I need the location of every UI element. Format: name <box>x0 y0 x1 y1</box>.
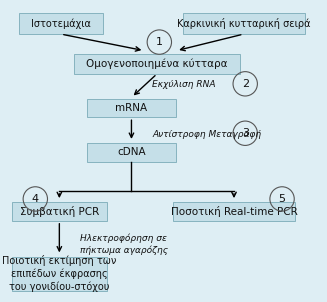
FancyBboxPatch shape <box>183 13 304 34</box>
FancyBboxPatch shape <box>87 143 176 162</box>
Text: mRNA: mRNA <box>115 103 147 113</box>
FancyBboxPatch shape <box>12 203 107 221</box>
FancyBboxPatch shape <box>12 257 107 291</box>
Text: Ομογενοποιημένα κύτταρα: Ομογενοποιημένα κύτταρα <box>86 59 228 69</box>
Text: 1: 1 <box>156 37 163 47</box>
Text: Καρκινική κυτταρική σειρά: Καρκινική κυτταρική σειρά <box>177 18 310 29</box>
FancyBboxPatch shape <box>74 54 240 74</box>
Text: 3: 3 <box>242 128 249 138</box>
Text: Ποσοτική Real-time PCR: Ποσοτική Real-time PCR <box>171 206 297 217</box>
Text: cDNA: cDNA <box>117 147 146 157</box>
Text: Ιστοτεμάχια: Ιστοτεμάχια <box>31 18 91 29</box>
FancyBboxPatch shape <box>87 99 176 117</box>
Text: Ηλεκτροφόρηση σε
πήκτωμα αγαρόζης: Ηλεκτροφόρηση σε πήκτωμα αγαρόζης <box>80 234 168 255</box>
Text: Αντίστροφη Μεταγραφή: Αντίστροφη Μεταγραφή <box>152 130 261 139</box>
Text: 5: 5 <box>279 194 285 204</box>
Text: 4: 4 <box>32 194 39 204</box>
Text: Συμβατική PCR: Συμβατική PCR <box>20 206 99 217</box>
FancyBboxPatch shape <box>173 203 295 221</box>
Text: Εκχύλιση RNA: Εκχύλιση RNA <box>152 80 216 89</box>
FancyBboxPatch shape <box>19 13 103 34</box>
Text: 2: 2 <box>242 79 249 89</box>
Text: Ποιοτική εκτίμηση των
επιπέδων έκφρασης
του γονιδίου-στόχου: Ποιοτική εκτίμηση των επιπέδων έκφρασης … <box>2 255 116 292</box>
